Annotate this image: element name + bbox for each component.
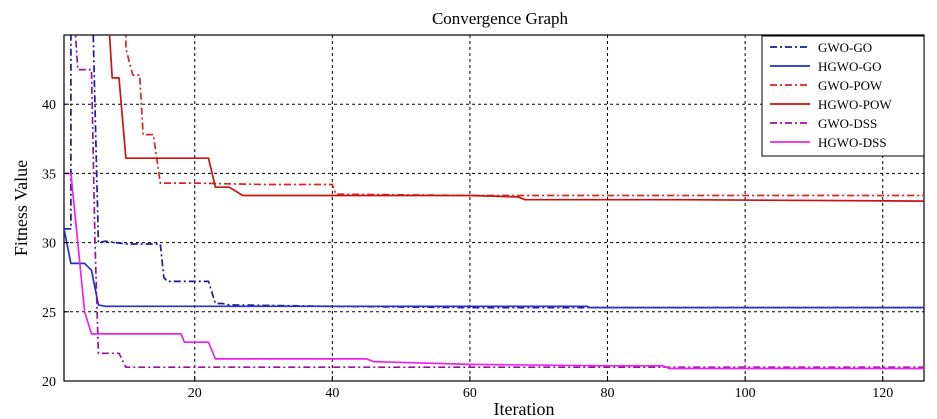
y-tick-label: 20	[42, 375, 56, 390]
legend-item-gwo-dss: GWO-DSS	[818, 116, 877, 131]
x-tick-label: 20	[188, 386, 202, 401]
legend-item-hgwo-dss: HGWO-DSS	[818, 135, 887, 150]
y-tick-label: 30	[42, 237, 56, 252]
x-axis-label: Iteration	[494, 399, 555, 419]
legend: GWO-GO HGWO-GO GWO-POW HGWO-POW GWO-DSS HGWO-…	[761, 35, 925, 157]
chart-title: Convergence Graph	[432, 9, 569, 28]
y-tick-label: 40	[42, 98, 56, 113]
legend-item-gwo-pow: GWO-POW	[818, 78, 883, 93]
series-line-hgwo-pow	[108, 35, 924, 202]
series-line-hgwo-dss	[64, 172, 924, 370]
legend-box	[761, 35, 925, 157]
y-axis-label: Fitness Value	[11, 160, 31, 256]
series-line-hgwo-go	[64, 228, 924, 309]
x-tick-label: 120	[872, 386, 893, 401]
series-line-gwo-pow	[125, 35, 924, 197]
legend-item-gwo-go: GWO-GO	[818, 40, 872, 55]
series-layer	[64, 35, 924, 370]
y-tick-label: 25	[42, 306, 56, 321]
axis-ticks: 20 40 60 80 100 120 20 25 30 35 40	[42, 98, 893, 401]
x-tick-label: 40	[325, 386, 339, 401]
x-tick-label: 60	[463, 386, 477, 401]
x-tick-label: 80	[601, 386, 615, 401]
series-line-gwo-dss	[74, 35, 924, 369]
y-tick-label: 35	[42, 167, 56, 182]
x-tick-label: 100	[735, 386, 756, 401]
legend-item-hgwo-pow: HGWO-POW	[818, 97, 892, 112]
legend-item-hgwo-go: HGWO-GO	[818, 59, 882, 74]
